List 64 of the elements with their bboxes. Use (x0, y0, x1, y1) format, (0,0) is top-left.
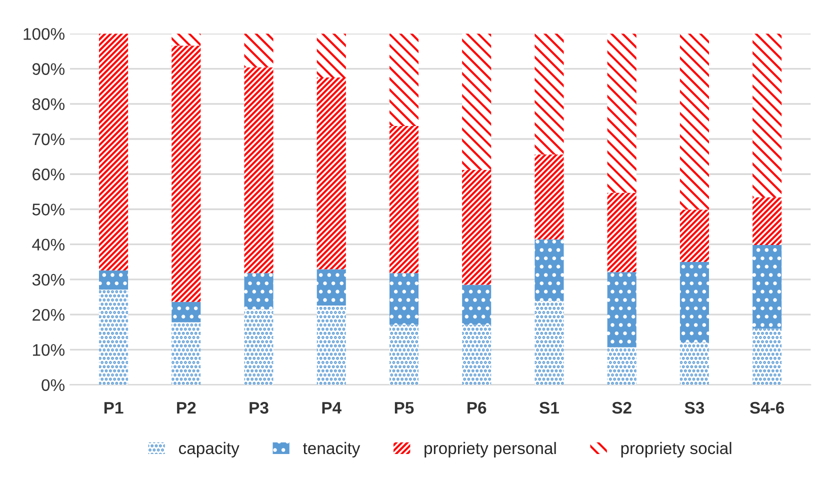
legend-label: propriety personal (424, 442, 556, 458)
x-tick-label: P4 (322, 402, 342, 414)
bar (244, 273, 274, 310)
bar (752, 245, 782, 329)
bar (752, 328, 782, 385)
bar (607, 34, 636, 193)
bar (680, 262, 709, 342)
bar (462, 170, 492, 285)
x-tick-label: P3 (250, 402, 268, 414)
legend-label: capacity (178, 442, 240, 458)
legend-label: tenacity (303, 442, 360, 458)
bar (316, 34, 346, 78)
y-tick-label: 90% (32, 63, 64, 75)
x-tick-label: P5 (394, 402, 414, 414)
y-tick-label: 40% (32, 238, 64, 251)
bar (244, 309, 274, 385)
bar (462, 324, 492, 385)
bar (316, 305, 346, 385)
y-tick-label: 60% (32, 168, 64, 180)
x-tick-label: P2 (177, 402, 196, 414)
bar (316, 78, 346, 270)
bar (534, 154, 564, 240)
bar (680, 34, 709, 210)
bar (244, 67, 274, 274)
bar (607, 192, 636, 272)
x-tick-label: S4-6 (750, 402, 784, 414)
y-tick-label: 70% (32, 133, 64, 146)
bar (99, 290, 128, 385)
bar (316, 269, 346, 306)
y-tick-label: 30% (32, 274, 64, 286)
bar (389, 34, 419, 126)
y-tick-label: 80% (32, 98, 64, 110)
y-tick-label: 20% (32, 308, 64, 321)
bar (172, 46, 201, 302)
x-tick-label: P1 (104, 402, 124, 414)
bar (534, 239, 564, 301)
bar (680, 342, 709, 385)
x-tick-label: S2 (612, 402, 632, 414)
x-tick-label: P6 (468, 402, 486, 414)
y-tick-label: 50% (32, 204, 64, 216)
bar (172, 34, 201, 46)
bar (607, 272, 636, 348)
y-tick-label: 0% (42, 379, 64, 392)
bar (99, 270, 128, 290)
y-tick-label: 10% (33, 344, 64, 356)
bar (389, 324, 419, 385)
bar (244, 34, 274, 68)
bar (462, 284, 492, 325)
legend-label: propriety social (621, 442, 732, 458)
bar (99, 34, 128, 270)
bar (752, 34, 782, 198)
bar (172, 302, 201, 322)
bar (680, 210, 709, 262)
x-tick-label: S1 (540, 402, 559, 414)
bar (607, 347, 636, 385)
y-tick-label: 100% (24, 28, 65, 40)
bar (534, 34, 564, 154)
bar (389, 273, 419, 325)
bar (389, 126, 419, 274)
bar (462, 34, 492, 170)
bar (752, 197, 782, 246)
bar (534, 300, 564, 385)
bar (172, 322, 201, 385)
x-tick-label: S3 (684, 402, 704, 414)
